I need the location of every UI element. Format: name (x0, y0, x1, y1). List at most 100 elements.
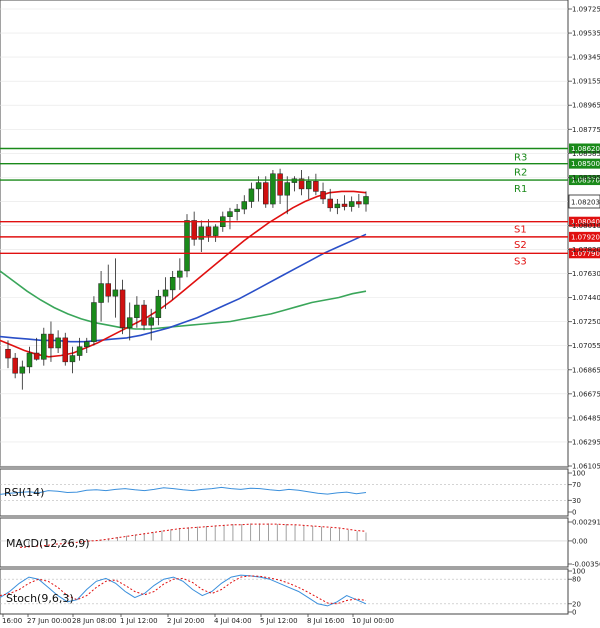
candle-body (184, 220, 190, 272)
candle-body (91, 302, 97, 342)
level-price-box (569, 248, 600, 259)
candle-body (69, 355, 76, 363)
candle-body (356, 201, 362, 205)
y-tick-label: 1.06105 (572, 463, 600, 471)
candle-body (198, 226, 205, 240)
candle-body (126, 317, 133, 329)
candle-body (305, 181, 312, 190)
candle-body (55, 337, 61, 349)
level-price-label: 1.08370 (571, 177, 600, 185)
candle-body (141, 304, 147, 326)
candle-body (84, 341, 90, 347)
candle-body (191, 220, 197, 240)
level-name-r2: R2 (514, 168, 527, 179)
y-tick-label: 1.08010 (572, 222, 600, 230)
y-tick-label: 0.002919 (572, 519, 600, 527)
candle-body (76, 346, 83, 356)
candle-body (162, 289, 169, 297)
y-tick-label: 1.06295 (572, 438, 600, 446)
ma-green-line (0, 270, 367, 330)
x-tick-label: 28 Jun 08:00 (72, 617, 116, 625)
y-tick-label: 100 (572, 568, 585, 576)
candle-body (363, 196, 369, 205)
x-tick-label: 16:00 (2, 617, 22, 625)
candle-body (134, 304, 140, 318)
y-tick-label: 1.08775 (572, 126, 600, 134)
candle-body (270, 173, 276, 205)
x-tick-label: 1 Jul 12:00 (120, 617, 158, 625)
candle-body (148, 317, 154, 326)
candle-body (320, 191, 326, 200)
macd-label: MACD(12,26,9) (6, 537, 90, 550)
y-tick-label: 0.00 (572, 537, 588, 545)
candle-body (62, 337, 69, 363)
candle-body (241, 201, 248, 210)
candle-body (12, 357, 18, 374)
y-tick-label: 1.07250 (572, 318, 600, 326)
candle-body (33, 352, 40, 360)
y-tick-label: 1.06675 (572, 390, 600, 398)
candle-body (298, 178, 305, 190)
level-price-label: 1.08620 (571, 145, 600, 153)
candle-body (41, 333, 47, 360)
level-name-r1: R1 (514, 184, 527, 195)
x-tick-label: 8 Jul 16:00 (307, 617, 345, 625)
candle-body (177, 270, 183, 278)
level-name-s1: S1 (514, 225, 527, 236)
candle-body (48, 333, 54, 349)
level-price-label: 1.08040 (571, 218, 600, 226)
candle-body (348, 201, 355, 207)
candle-body (234, 208, 240, 212)
rsi-label: RSI(14) (4, 486, 44, 499)
rsi-line (0, 486, 367, 495)
level-name-r3: R3 (514, 152, 527, 163)
candle-body (313, 181, 319, 192)
macd-panel (0, 517, 569, 568)
level-price-label: 1.07790 (571, 250, 600, 258)
level-price-box (569, 175, 600, 186)
y-tick-label: 1.07820 (572, 246, 600, 254)
stoch-k-line (0, 574, 367, 607)
y-tick-label: 1.07630 (572, 270, 600, 278)
price-panel (0, 0, 569, 468)
candle-body (341, 203, 348, 207)
level-price-box (569, 216, 600, 227)
stoch-label: Stoch(9,6,3) (6, 592, 74, 605)
y-tick-label: 1.06865 (572, 366, 600, 374)
last-price-box (568, 194, 600, 209)
y-tick-label: 1.08965 (572, 102, 600, 110)
candle-body (248, 188, 255, 202)
candle-body (119, 289, 126, 329)
macd-signal-line (19, 523, 367, 548)
candle-body (255, 182, 262, 190)
x-tick-label: 4 Jul 04:00 (214, 617, 252, 625)
candle-body (284, 182, 290, 196)
candle-body (205, 226, 212, 236)
candle-body (98, 283, 104, 303)
candle-body (327, 198, 333, 209)
level-price-box (569, 143, 600, 154)
x-tick-label: 10 Jul 00:00 (352, 617, 394, 625)
candle-body (212, 226, 219, 236)
y-tick-label: 70 (572, 481, 581, 489)
level-name-s3: S3 (514, 256, 527, 267)
y-tick-label: 1.07055 (572, 342, 600, 350)
ma-red-line (0, 190, 367, 358)
y-tick-label: 1.08585 (572, 150, 600, 158)
y-tick-label: 1.09345 (572, 54, 600, 62)
candle-body (227, 211, 233, 217)
y-tick-label: 1.08395 (572, 174, 600, 182)
rsi-panel (0, 468, 569, 517)
level-price-label: 1.08500 (571, 160, 600, 168)
level-price-label: 1.07920 (571, 233, 600, 241)
ma-blue-line (0, 233, 367, 343)
candle-body (5, 348, 11, 359)
candle-body (26, 352, 33, 368)
level-price-box (569, 158, 600, 169)
x-tick-label: 5 Jul 12:00 (260, 617, 298, 625)
y-tick-label: 0 (572, 509, 576, 517)
y-tick-label: -0.00356 (572, 561, 600, 569)
y-tick-label: 0 (572, 609, 576, 617)
candle-body (155, 295, 162, 318)
